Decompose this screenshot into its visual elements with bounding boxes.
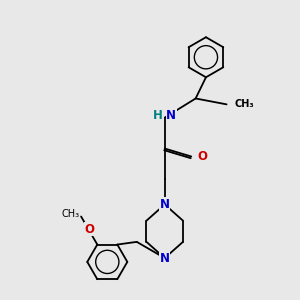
Text: O: O xyxy=(198,150,208,163)
Text: O: O xyxy=(84,223,94,236)
Text: CH₃: CH₃ xyxy=(61,209,80,219)
Text: N: N xyxy=(166,109,176,122)
Text: CH₃: CH₃ xyxy=(235,99,254,110)
Text: N: N xyxy=(160,252,170,265)
Text: N: N xyxy=(160,198,170,211)
Text: H: H xyxy=(153,109,163,122)
